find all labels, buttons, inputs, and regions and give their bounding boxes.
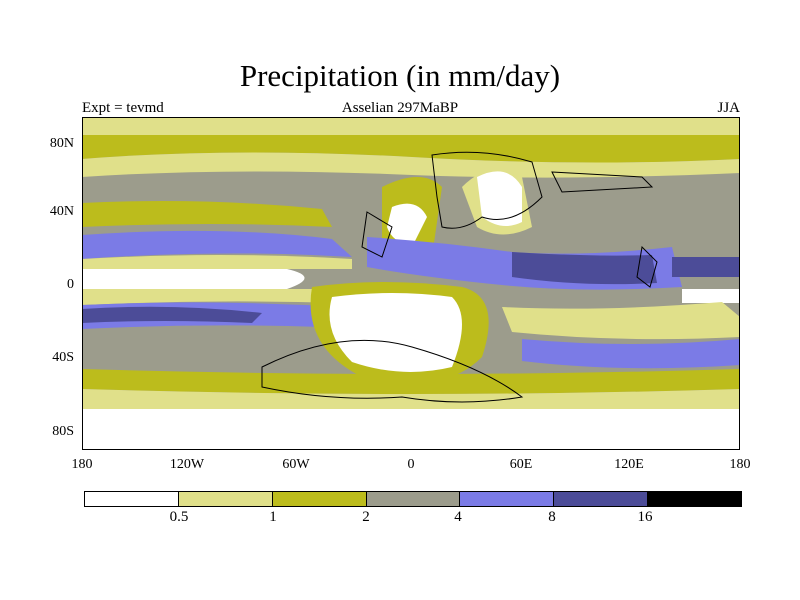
colorbar-segment-7 bbox=[648, 492, 742, 506]
lat-label-40s: 40S bbox=[52, 350, 74, 365]
colorbar-label-4: 4 bbox=[454, 509, 462, 525]
colorbar-label-1: 1 bbox=[269, 509, 277, 525]
coastline-northeast bbox=[551, 171, 654, 193]
coastline-west bbox=[361, 211, 393, 258]
colorbar-label-16: 16 bbox=[637, 509, 653, 525]
pacific-edge-south bbox=[82, 289, 352, 305]
colorbar-segment-4 bbox=[366, 492, 461, 506]
colorbar-segment-1 bbox=[85, 492, 179, 506]
antarctic-dry-band bbox=[82, 409, 740, 450]
east-dark bbox=[672, 257, 740, 277]
lat-label-40n: 40N bbox=[49, 204, 74, 219]
arctic-band bbox=[82, 117, 740, 135]
colorbar-segment-3 bbox=[272, 492, 367, 506]
lat-label-0: 0 bbox=[67, 277, 74, 292]
colorbar-label-8: 8 bbox=[548, 509, 556, 525]
map-title: Precipitation (in mm/day) bbox=[239, 58, 561, 93]
lon-label-0: 0 bbox=[407, 457, 415, 472]
east-dry-tongue bbox=[682, 289, 740, 303]
lon-label-180e: 180 bbox=[729, 457, 751, 472]
coastline-east-island bbox=[636, 245, 658, 288]
land-dry-north bbox=[387, 203, 427, 247]
southeast-blue bbox=[522, 339, 740, 369]
pacific-edge-north bbox=[82, 255, 352, 269]
lon-label-120w: 120W bbox=[169, 457, 205, 472]
north-subtropic-band bbox=[82, 201, 332, 227]
colorbar-segment-2 bbox=[178, 492, 273, 506]
precipitation-map bbox=[82, 117, 740, 450]
season-label: JJA bbox=[717, 100, 740, 116]
pacific-blue-north bbox=[82, 230, 352, 259]
south-light-band bbox=[82, 389, 740, 411]
pacific-dry-tongue bbox=[82, 269, 305, 289]
colorbar-label-2: 2 bbox=[362, 509, 370, 525]
south-olive-band bbox=[82, 369, 740, 394]
colorbar-label-0-5: 0.5 bbox=[169, 509, 189, 525]
lon-label-60w: 60W bbox=[282, 457, 310, 472]
north-light-band bbox=[82, 152, 740, 178]
lat-label-80n: 80N bbox=[49, 136, 74, 151]
lat-label-80s: 80S bbox=[52, 424, 74, 439]
lon-label-120e: 120E bbox=[614, 457, 644, 472]
lon-label-60e: 60E bbox=[509, 457, 533, 472]
southeast-light bbox=[502, 302, 740, 340]
tethys-dark bbox=[512, 252, 657, 285]
colorbar bbox=[84, 491, 742, 507]
lon-label-180w: 180 bbox=[71, 457, 93, 472]
colorbar-segment-5 bbox=[460, 492, 555, 506]
land-dry-asia bbox=[477, 171, 522, 226]
north-olive-band bbox=[82, 135, 740, 163]
pacific-dark-south bbox=[82, 306, 262, 323]
coastline-south bbox=[261, 339, 524, 403]
period-label: Asselian 297MaBP bbox=[341, 100, 459, 116]
map-frame bbox=[82, 117, 740, 450]
coastline-north bbox=[431, 151, 543, 229]
colorbar-segment-6 bbox=[554, 492, 649, 506]
experiment-label: Expt = tevmd bbox=[82, 100, 164, 116]
